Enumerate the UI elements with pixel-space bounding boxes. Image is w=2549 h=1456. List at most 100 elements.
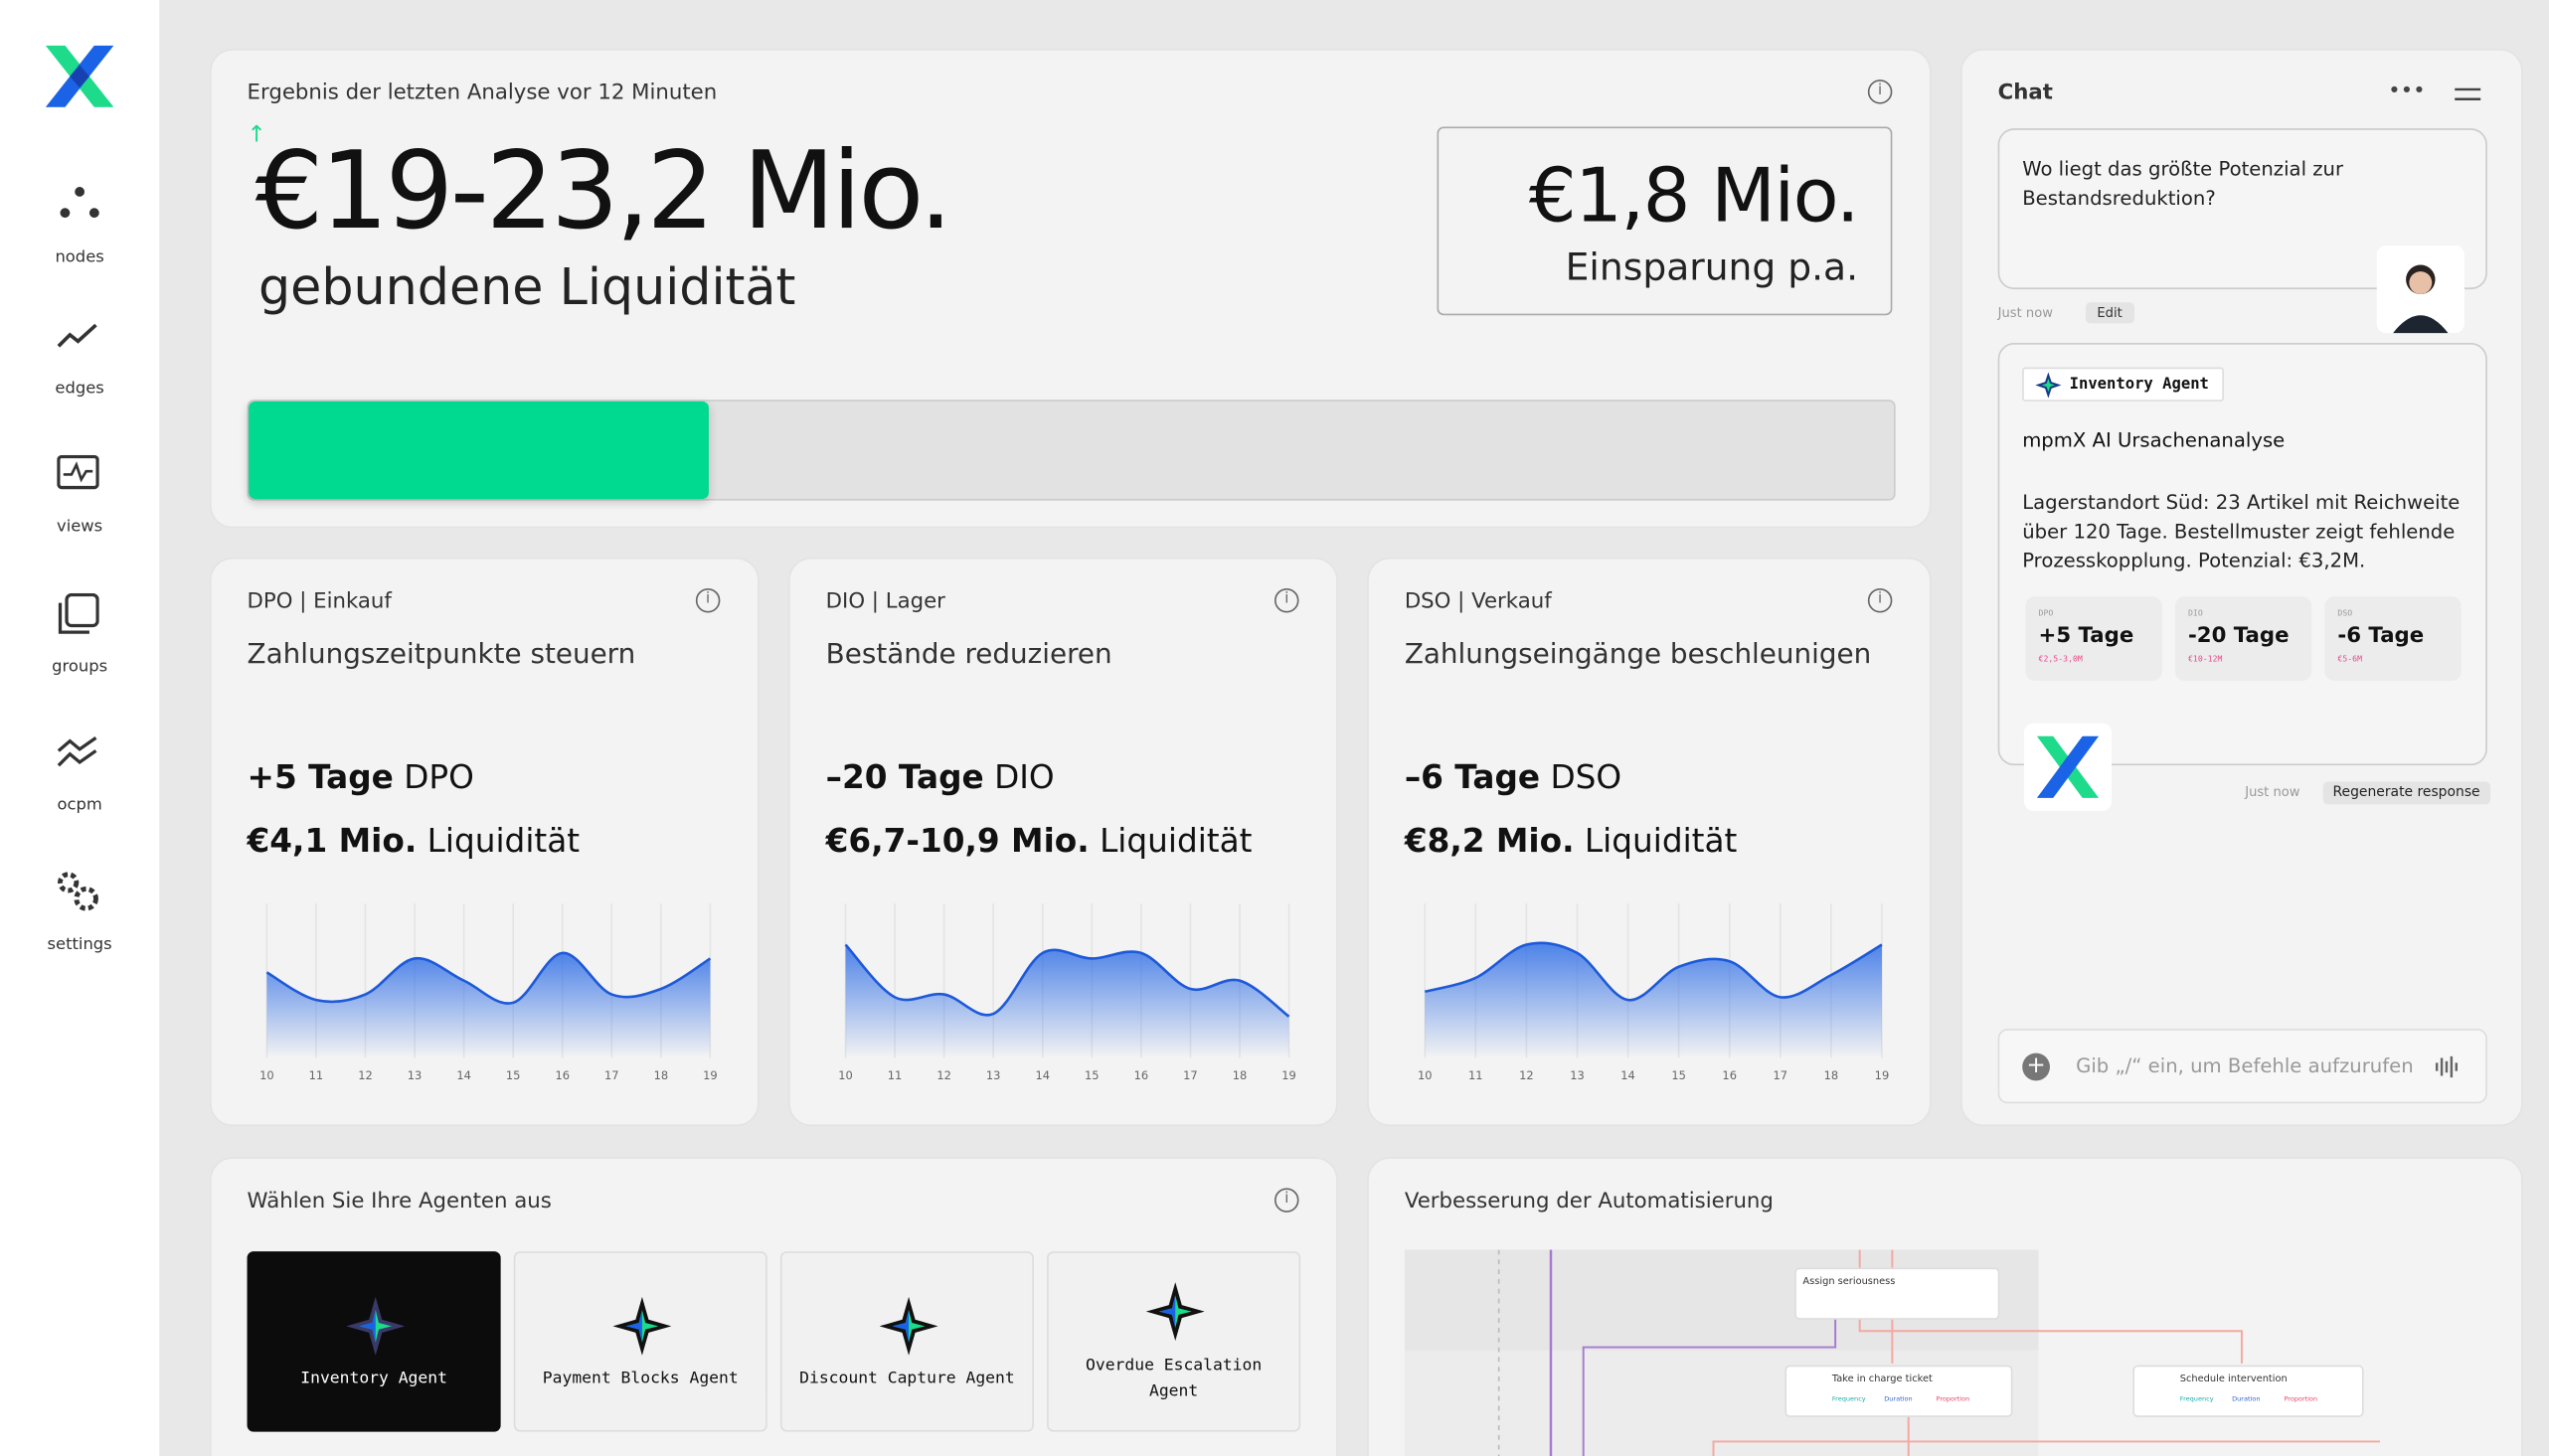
sparkline: 10 11 12 13 14 15 16 17 18 19 [838,903,1296,1082]
sidebar: nodes edges views groups ocpm settings [0,0,160,1456]
agent-label: Payment Blocks Agent [542,1370,739,1388]
amount-rest: Liquidität [1100,820,1253,861]
agent-tile[interactable]: Discount Capture Agent [779,1251,1034,1432]
chip-value: +5 Tage [2038,623,2134,649]
automation-title: Verbesserung der Automatisierung [1404,1189,1774,1214]
sparkline: 10 11 12 13 14 15 16 17 18 19 [259,903,718,1082]
amount-rest: Liquidität [1584,820,1738,861]
metric-rest: DPO [404,757,474,797]
node-legend: Frequency [1831,1394,1866,1403]
input-placeholder: Gib „/“ ein, um Befehle aufzurufen [2076,1054,2414,1078]
menu-icon[interactable] [2455,87,2481,102]
metric: –20 Tage DIO [826,757,1055,796]
node-label: Schedule intervention [2179,1373,2288,1385]
star-blue [1158,1295,1176,1328]
sparkline: 10 11 12 13 14 15 16 17 18 19 [1418,903,1889,1082]
nav-label[interactable]: nodes [55,248,104,267]
icon-ocpm [57,736,97,767]
amount: €8,2 Mio. Liquidität [1405,821,1738,860]
agent-tile[interactable]: Payment Blocks Agent [513,1251,767,1432]
x-tick-label: 18 [1824,1068,1839,1082]
x-tick-label: 17 [1774,1068,1788,1082]
x-tick-label: 14 [1620,1068,1635,1082]
chip-tag: DSO [2337,609,2353,620]
chip-value: -6 Tage [2337,623,2425,649]
info-icon[interactable]: i [1274,587,1299,613]
x-tick-label: 11 [1468,1068,1483,1082]
x-tick-label: 17 [604,1068,619,1082]
add-button[interactable]: + [2022,1052,2050,1081]
info-icon[interactable]: i [1867,80,1893,104]
avatar [2376,244,2464,334]
regenerate-button[interactable]: Regenerate response [2322,781,2490,805]
agents-card: Wählen Sie Ihre Agenten aus i Inventory … [209,1157,1338,1456]
chat-input[interactable]: + Gib „/“ ein, um Befehle aufzurufen [1997,1029,2487,1104]
chip-sub: €5-6M [2337,654,2363,665]
node-legend: Proportion [1936,1394,1970,1403]
x-tick-label: 13 [986,1068,1001,1082]
process-node: Assign seriousness [1794,1267,2000,1320]
savings-box: €1,8 Mio. Einsparung p.a. [1437,126,1893,316]
area [845,944,1289,1058]
x-tick-label: 15 [1671,1068,1686,1082]
icon-views [57,454,99,490]
x-tick-label: 15 [1085,1068,1100,1082]
x-tick-label: 16 [555,1068,570,1082]
agent-star [879,1296,938,1356]
bot-avatar [2023,723,2113,811]
nav-label[interactable]: settings [47,935,112,954]
agent-message: Inventory Agent mpmX AI Ursachenanalyse … [1997,343,2487,766]
x-tick-label: 14 [456,1068,471,1082]
nav-label[interactable]: views [57,518,103,537]
logo [45,45,114,107]
process-node: Take in charge ticket Frequency Duration Pr… [1784,1365,2013,1417]
info-icon[interactable]: i [1274,1188,1299,1213]
agent-tile[interactable]: Inventory Agent [247,1251,501,1432]
star-core [892,1309,926,1343]
savings-label: Einsparung p.a. [1565,246,1859,290]
metric: +5 Tage DPO [248,757,474,796]
x-tick-label: 18 [654,1068,669,1082]
savings-amount: €1,8 Mio. [1528,151,1860,240]
timestamp: Just now [2245,784,2300,800]
analysis-heading: mpmX AI Ursachenanalyse [2022,428,2286,452]
edit-button[interactable]: Edit [2085,302,2134,324]
amount-bold: €4,1 Mio. [247,820,418,861]
chip-tag: DPO [2038,609,2054,620]
process-node: Schedule intervention Frequency Duration Pr… [2132,1365,2364,1417]
x-tick-label: 16 [1134,1068,1149,1082]
chip-value: -20 Tage [2187,623,2290,649]
node-label: Take in charge ticket [1831,1373,1933,1385]
x-tick-label: 17 [1183,1068,1198,1082]
user-message: Wo liegt das größte Potenzial zur Bestan… [1997,128,2487,290]
menu-dots[interactable]: ••• [2388,80,2426,104]
x-tick-label: 16 [1722,1068,1737,1082]
x-tick-label: 10 [1418,1068,1433,1082]
x-tick-label: 12 [358,1068,373,1082]
amount: €4,1 Mio. Liquidität [248,821,581,860]
chip-tag: DIO [2187,609,2203,620]
kpi-card: DPO | Einkauf i Zahlungszeitpunkte steuern… [209,557,760,1127]
amount-bold: €8,2 Mio. [1404,820,1575,861]
x-tick-label: 10 [838,1068,853,1082]
x-tick-label: 18 [1233,1068,1248,1082]
nav-label[interactable]: edges [55,380,104,399]
card-title: Zahlungseingänge beschleunigen [1404,638,1872,672]
info-icon[interactable]: i [695,587,721,613]
nav-label[interactable]: ocpm [57,796,102,815]
x-tick-label: 19 [703,1068,718,1082]
metric-chip: DIO -20 Tage €10-12M [2174,596,2312,682]
amount-rest: Liquidität [426,820,581,861]
progress-bar [249,401,710,500]
line [265,951,712,1005]
icon-settings [58,872,98,911]
info-icon[interactable]: i [1867,587,1893,613]
agent-tile[interactable]: Overdue Escalation Agent [1047,1251,1301,1432]
icon-edges [57,323,97,348]
voice-icon[interactable] [2435,1054,2462,1079]
summary-card: Ergebnis der letzten Analyse vor 12 Minu… [209,49,1932,529]
nav-label[interactable]: groups [52,658,108,677]
icon-groups [58,592,99,634]
question: Wo liegt das größte Potenzial zur Bestan… [2022,157,2344,210]
